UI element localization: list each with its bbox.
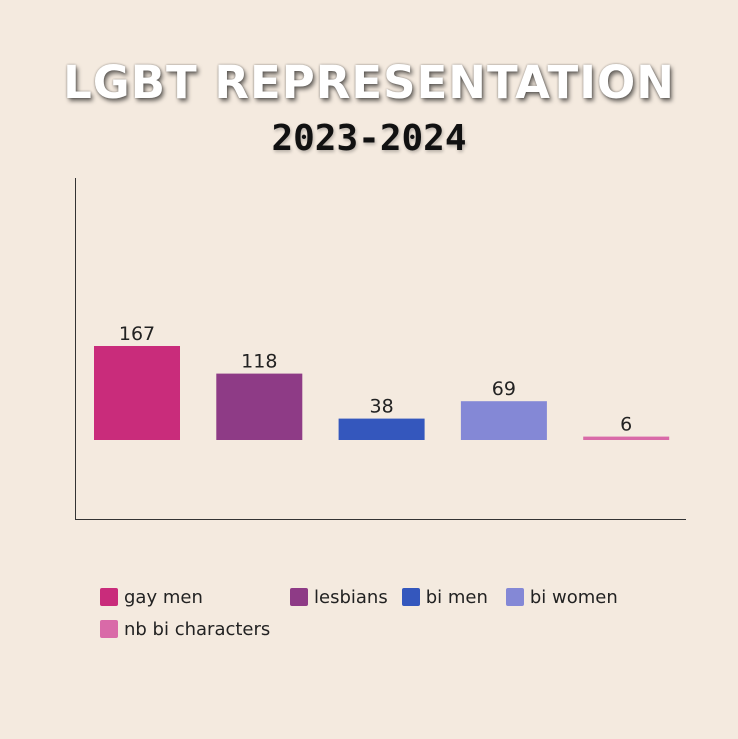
legend-swatch xyxy=(100,620,118,638)
bar-bi-men xyxy=(338,418,425,440)
bar-bi-women xyxy=(460,401,547,440)
legend-item: gay men xyxy=(100,586,272,608)
legend-label: nb bi characters xyxy=(124,618,271,640)
data-label: 118 xyxy=(241,351,277,373)
legend-item: lesbians xyxy=(290,586,388,608)
bar-gay-men xyxy=(94,346,180,440)
legend-swatch xyxy=(401,588,420,606)
legend-swatch xyxy=(100,588,118,606)
chart-subtitle: 2023-2024 xyxy=(271,118,467,159)
legend-swatch xyxy=(290,588,308,606)
legend: gay men lesbians bi men bi women nb bi chara… xyxy=(100,586,660,640)
bar-nb-bi-characters xyxy=(583,436,670,440)
legend-item: nb bi characters xyxy=(100,618,270,640)
legend-item: bi women xyxy=(505,586,618,608)
legend-label: gay men xyxy=(124,586,203,608)
chart-title: LGBT REPRESENTATION xyxy=(63,56,675,109)
legend-label: bi men xyxy=(425,586,488,608)
data-label: 38 xyxy=(370,396,394,418)
data-label: 69 xyxy=(492,378,516,400)
legend-label: lesbians xyxy=(314,586,388,608)
legend-swatch xyxy=(505,588,524,606)
data-label: 167 xyxy=(119,323,155,345)
bar-lesbians xyxy=(216,373,303,440)
legend-label: bi women xyxy=(529,586,618,608)
legend-item: bi men xyxy=(401,586,488,608)
data-label: 6 xyxy=(620,414,632,436)
